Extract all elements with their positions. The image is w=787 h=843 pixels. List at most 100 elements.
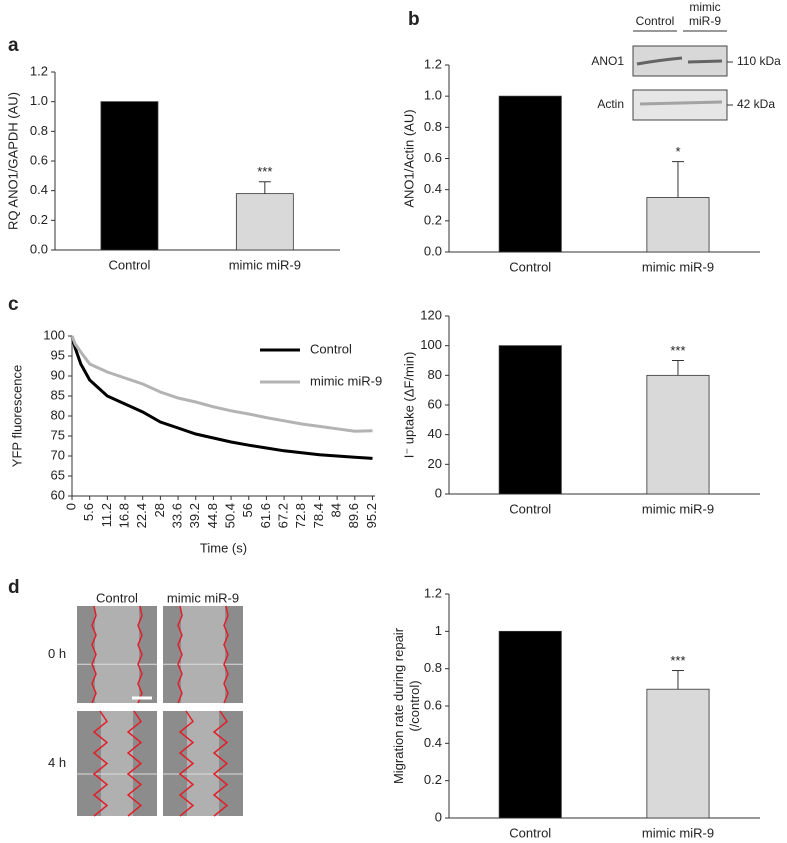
- column-label: Control: [96, 590, 138, 605]
- y-tick-label: 0.6: [424, 697, 442, 712]
- y-tick-label: 1.2: [30, 63, 48, 78]
- y-tick-label: 90: [51, 367, 65, 382]
- wound-edge: [178, 710, 195, 817]
- y-tick-label: 0.8: [424, 119, 442, 134]
- size-label: 110 kDa: [737, 54, 781, 68]
- y-tick-label: 0.4: [30, 182, 48, 197]
- y-tick-label: 0.2: [424, 212, 442, 227]
- legend-label: Control: [310, 341, 352, 356]
- line-series: [70, 335, 373, 460]
- wound-edge: [212, 710, 229, 817]
- x-tick-label: 67.2: [276, 503, 291, 528]
- y-tick-label: 0.8: [30, 123, 48, 138]
- wound-edge: [137, 605, 143, 704]
- category-label: mimic miR-9: [642, 825, 714, 840]
- y-tick-label: 1.0: [424, 88, 442, 103]
- y-tick-label: 0: [435, 485, 442, 500]
- x-tick-label: 84: [329, 503, 344, 517]
- y-tick-label: 1: [435, 623, 442, 638]
- row-label: 4 h: [48, 755, 66, 770]
- bar: [498, 95, 562, 253]
- row-label: 0 h: [48, 646, 66, 661]
- bar: [646, 197, 710, 253]
- y-tick-label: 65: [51, 467, 65, 482]
- y-axis-label: RQ ANO1/GAPDH (AU): [5, 92, 20, 230]
- y-tick-label: 1.2: [424, 585, 442, 600]
- y-tick-label: 0.2: [424, 772, 442, 787]
- significance: ***: [670, 653, 685, 668]
- x-tick-label: 22.4: [134, 503, 149, 528]
- wound-gap: [187, 711, 219, 816]
- category-label: Control: [509, 259, 551, 274]
- x-tick-label: 0: [63, 503, 78, 510]
- y-axis-label: YFP fluorescence: [9, 365, 24, 467]
- wound-edge: [177, 605, 183, 704]
- lane-label: Control: [636, 14, 675, 28]
- y-tick-label: 0.6: [424, 150, 442, 165]
- y-tick-label: 0.8: [424, 660, 442, 675]
- y-tick-label: 0.6: [30, 152, 48, 167]
- legend-label: mimic miR-9: [310, 373, 382, 388]
- y-tick-label: 0.0: [30, 241, 48, 256]
- panel-label: d: [8, 577, 20, 598]
- significance: *: [675, 144, 680, 159]
- x-tick-label: 50.4: [223, 503, 238, 528]
- panel-label: a: [8, 35, 19, 56]
- category-label: Control: [509, 825, 551, 840]
- panel-label: c: [8, 294, 19, 315]
- y-tick-label: 60: [428, 396, 442, 411]
- y-tick-label: 0.0: [424, 243, 442, 258]
- y-tick-label: 120: [420, 307, 442, 322]
- size-label: 42 kDa: [737, 97, 775, 111]
- significance: ***: [257, 164, 272, 179]
- y-tick-label: 80: [428, 367, 442, 382]
- y-tick-label: 1.2: [424, 56, 442, 71]
- x-tick-label: 44.8: [205, 503, 220, 528]
- x-tick-label: 56: [240, 503, 255, 517]
- y-tick-label: 0.4: [424, 181, 442, 196]
- x-tick-label: 78.4: [311, 503, 326, 528]
- y-tick-label: 0: [435, 809, 442, 824]
- y-tick-label: 60: [51, 487, 65, 502]
- line-series: [70, 335, 373, 433]
- y-tick-label: 85: [51, 387, 65, 402]
- y-tick-label: 100: [43, 327, 65, 342]
- wound-gap: [95, 606, 139, 703]
- band-label: ANO1: [591, 54, 624, 68]
- category-label: Control: [108, 257, 150, 272]
- x-tick-label: 95.2: [364, 503, 379, 528]
- y-axis-label: Migration rate during repair(/control): [391, 627, 422, 784]
- y-axis-label: I⁻ uptake (ΔF/min): [401, 352, 416, 459]
- x-tick-label: 33.6: [169, 503, 184, 528]
- x-tick-label: 11.2: [99, 503, 114, 527]
- lane-label: miR-9: [689, 14, 721, 28]
- column-label: mimic miR-9: [167, 590, 239, 605]
- category-label: Control: [509, 501, 551, 516]
- significance: ***: [670, 343, 685, 358]
- bar: [498, 345, 562, 495]
- band-label: Actin: [597, 97, 624, 111]
- category-label: mimic miR-9: [642, 259, 714, 274]
- category-label: mimic miR-9: [642, 501, 714, 516]
- bar: [100, 101, 159, 251]
- y-tick-label: 95: [51, 347, 65, 362]
- y-tick-label: 0.4: [424, 735, 442, 750]
- x-tick-label: 72.8: [293, 503, 308, 528]
- lane-label: mimic: [689, 0, 720, 14]
- x-tick-label: 16.8: [116, 503, 131, 528]
- x-tick-label: 5.6: [81, 503, 96, 521]
- blot-signal: [636, 56, 723, 66]
- wound-edge: [91, 605, 97, 704]
- wound-gap: [181, 606, 225, 703]
- x-axis-label: Time (s): [200, 540, 247, 555]
- blot-signal: [639, 100, 723, 106]
- y-tick-label: 40: [428, 426, 442, 441]
- bar: [646, 688, 710, 819]
- y-tick-label: 70: [51, 447, 65, 462]
- wound-edge: [92, 710, 109, 817]
- wound-edge: [223, 605, 229, 704]
- y-tick-label: 20: [428, 456, 442, 471]
- bar: [235, 193, 294, 251]
- x-tick-label: 39.2: [187, 503, 202, 528]
